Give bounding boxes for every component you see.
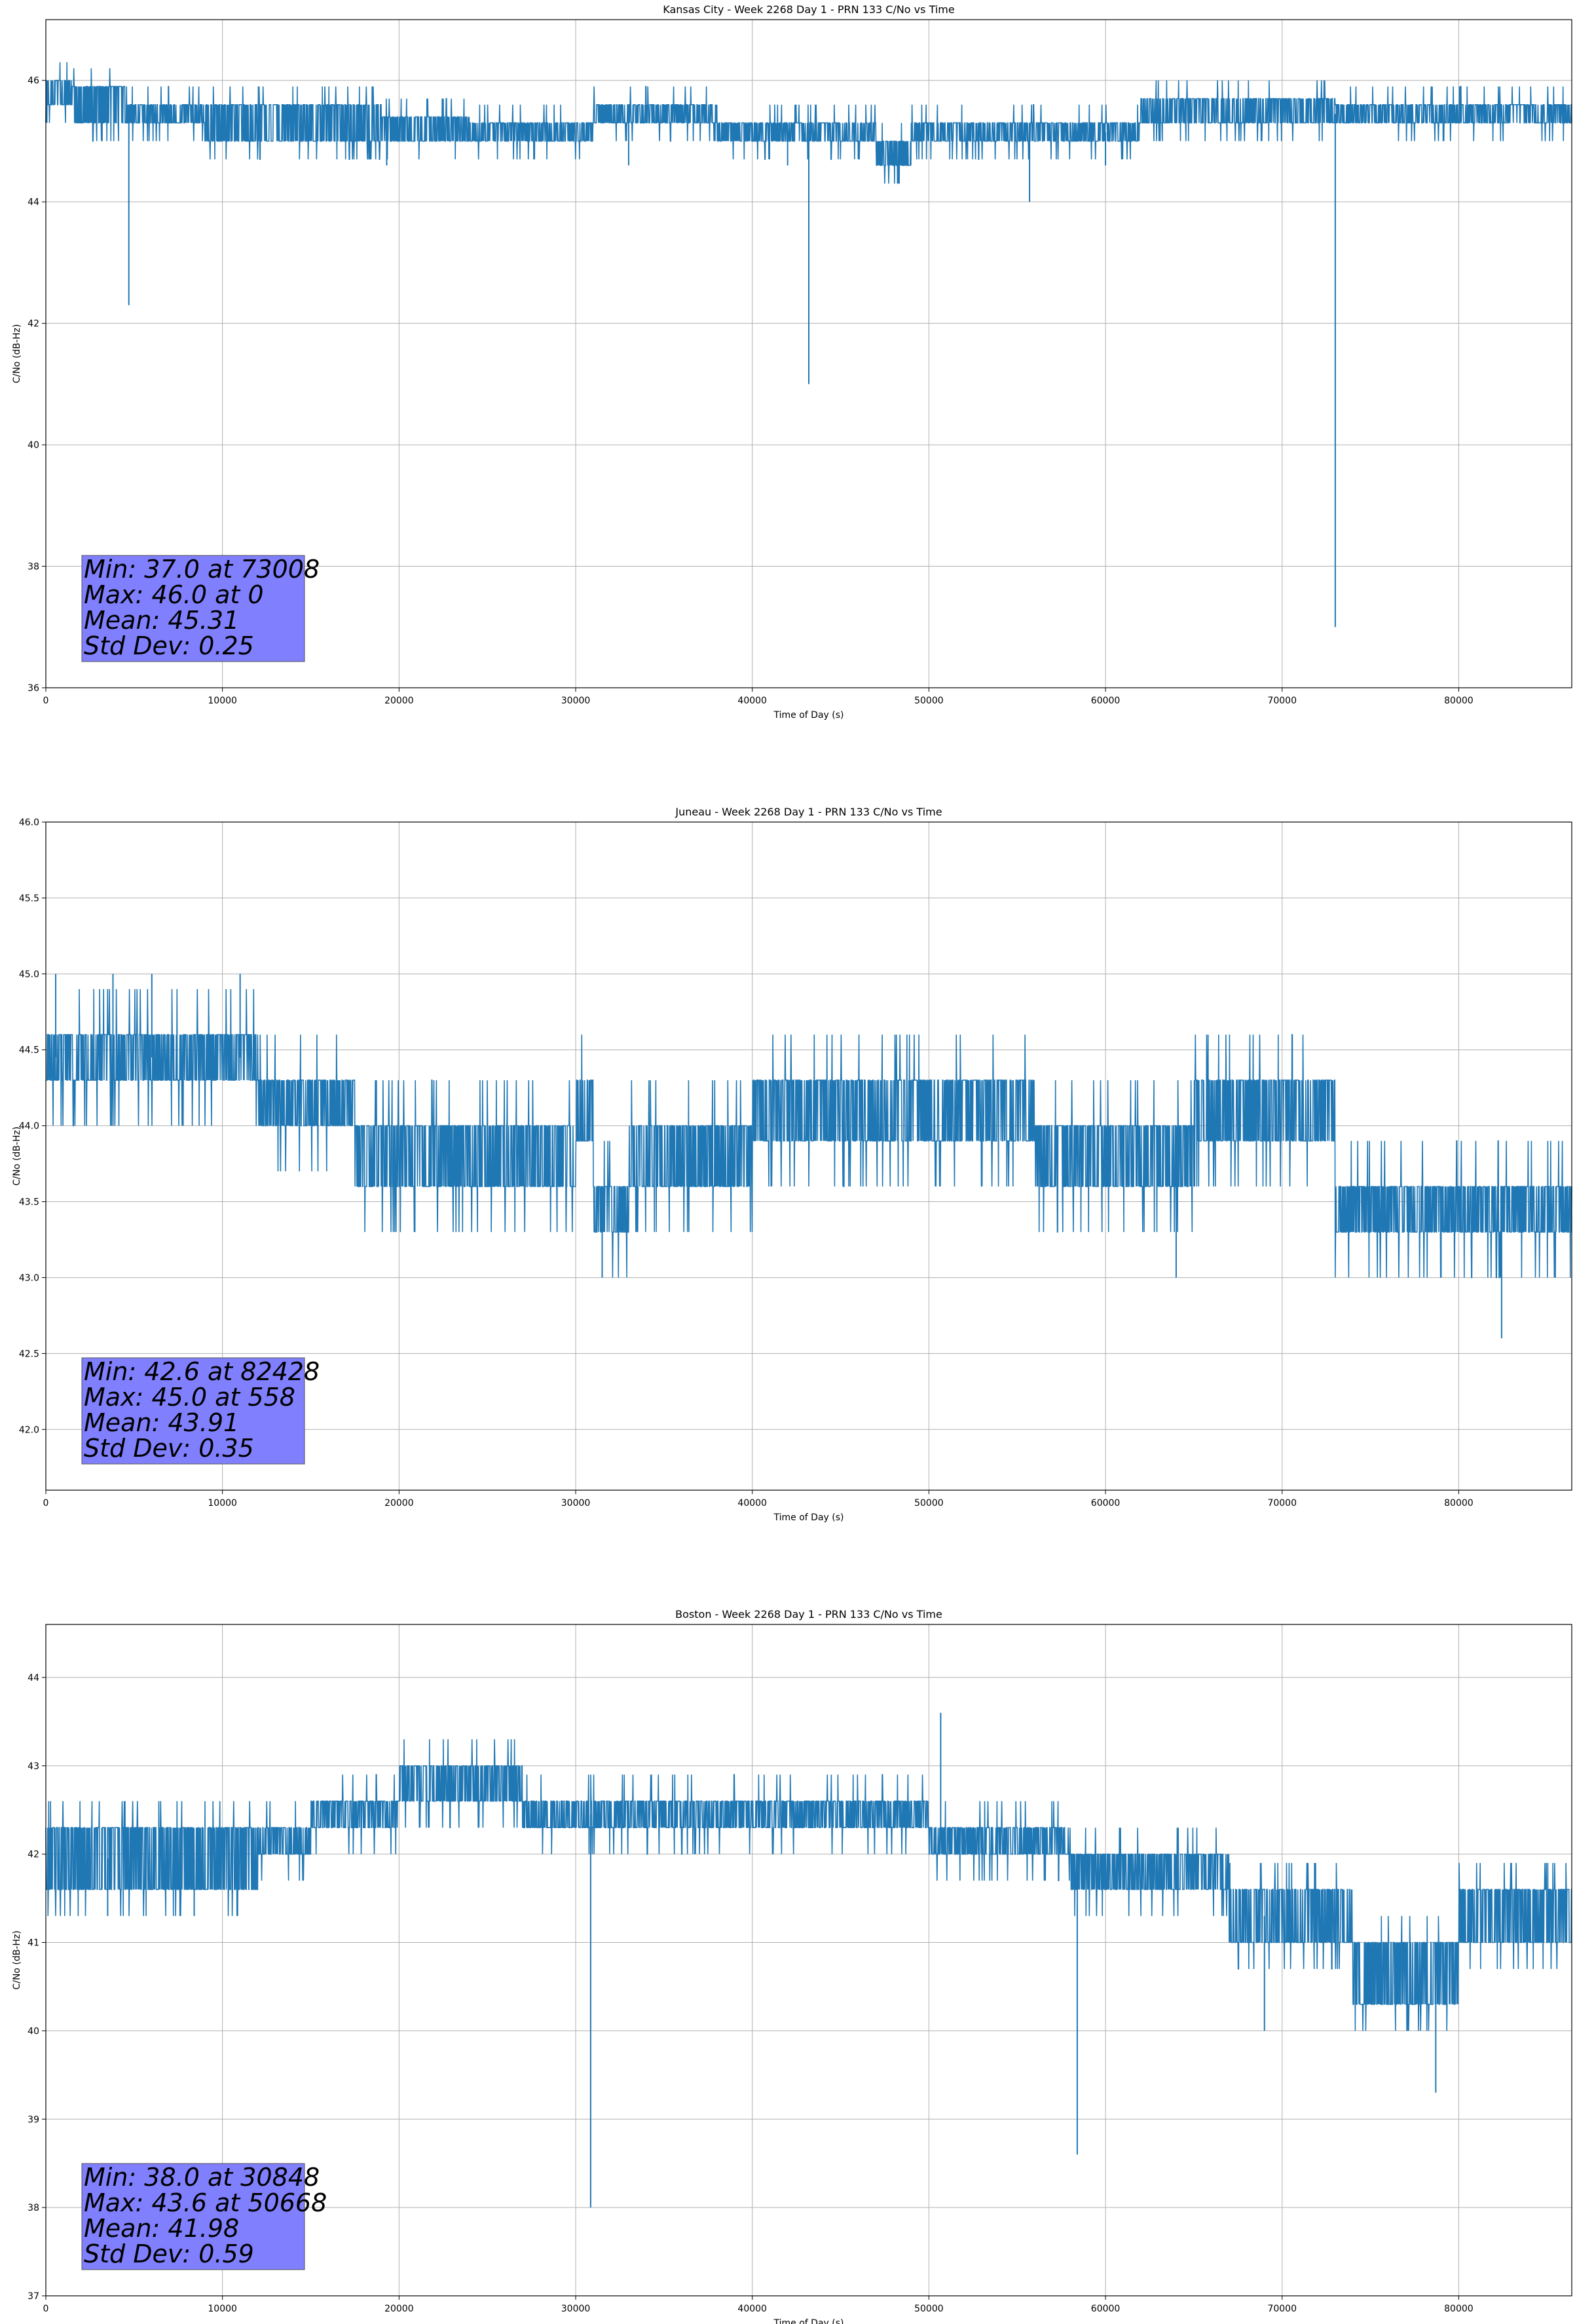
plot-frame <box>45 19 1572 688</box>
stats-std: Std Dev: 0.35 <box>84 1434 254 1463</box>
y-tick-label: 42.5 <box>19 1349 39 1359</box>
stats-min: Min: 42.6 at 82428 <box>84 1357 320 1386</box>
x-tick-label: 30000 <box>561 2304 591 2314</box>
x-tick-label: 0 <box>43 2304 49 2314</box>
x-axis-label: Time of Day (s) <box>773 2318 844 2324</box>
plot-frame <box>45 821 1572 1491</box>
x-tick-label: 70000 <box>1267 696 1297 706</box>
stats-max: Max: 43.6 at 50668 <box>84 2188 327 2217</box>
y-axis-label: C/No (dB-Hz) <box>12 1930 22 1989</box>
y-tick-label: 43.5 <box>19 1197 39 1208</box>
y-tick-label: 46.0 <box>19 817 39 828</box>
y-tick-label: 44.0 <box>19 1121 39 1132</box>
x-tick-label: 0 <box>43 1498 49 1509</box>
x-tick-label: 40000 <box>737 696 767 706</box>
x-tick-label: 50000 <box>914 1498 944 1509</box>
y-tick-label: 36 <box>28 683 39 694</box>
stats-box <box>81 555 305 662</box>
x-tick-label: 20000 <box>384 696 414 706</box>
stats-min: Min: 37.0 at 73008 <box>84 555 320 584</box>
stats-box <box>81 1357 305 1465</box>
stats-mean: Mean: 41.98 <box>84 2214 239 2243</box>
x-tick-label: 60000 <box>1091 2304 1121 2314</box>
x-tick-label: 60000 <box>1091 1498 1121 1509</box>
y-axis-label: C/No (dB-Hz) <box>12 324 22 383</box>
y-tick-label: 46 <box>28 76 39 86</box>
y-tick-label: 44.5 <box>19 1045 39 1056</box>
stats-std: Std Dev: 0.59 <box>84 2240 254 2268</box>
y-tick-label: 42 <box>28 319 39 329</box>
y-tick-label: 37 <box>28 2291 39 2302</box>
stats-std: Std Dev: 0.25 <box>84 631 254 660</box>
plot-frame <box>45 1624 1572 2296</box>
x-tick-label: 70000 <box>1267 1498 1297 1509</box>
y-tick-label: 43 <box>28 1761 39 1772</box>
y-tick-label: 43.0 <box>19 1273 39 1283</box>
x-tick-label: 30000 <box>561 696 591 706</box>
x-tick-label: 80000 <box>1444 2304 1474 2314</box>
x-tick-label: 50000 <box>914 696 944 706</box>
x-tick-label: 10000 <box>208 2304 237 2314</box>
y-tick-label: 42 <box>28 1850 39 1860</box>
chart-title: Kansas City - Week 2268 Day 1 - PRN 133 … <box>663 3 954 16</box>
x-tick-label: 40000 <box>737 2304 767 2314</box>
x-tick-label: 10000 <box>208 696 237 706</box>
x-tick-label: 70000 <box>1267 2304 1297 2314</box>
x-tick-label: 0 <box>43 696 49 706</box>
x-tick-label: 20000 <box>384 1498 414 1509</box>
y-tick-label: 42.0 <box>19 1425 39 1435</box>
stats-max: Max: 45.0 at 558 <box>84 1383 295 1412</box>
stats-box <box>81 2163 305 2270</box>
series-line <box>46 988 1572 1279</box>
x-axis-label: Time of Day (s) <box>773 710 844 721</box>
series-line <box>45 1739 1572 2031</box>
x-tick-label: 80000 <box>1444 696 1474 706</box>
y-tick-label: 45.5 <box>19 893 39 904</box>
y-tick-label: 41 <box>28 1938 39 1949</box>
chart-title: Boston - Week 2268 Day 1 - PRN 133 C/No … <box>675 1608 942 1621</box>
x-axis-label: Time of Day (s) <box>773 1512 844 1523</box>
y-tick-label: 38 <box>28 562 39 572</box>
y-tick-label: 44 <box>28 197 39 208</box>
x-tick-label: 50000 <box>914 2304 944 2314</box>
stats-mean: Mean: 45.31 <box>84 606 239 635</box>
x-tick-label: 80000 <box>1444 1498 1474 1509</box>
y-axis-label: C/No (dB-Hz) <box>12 1127 22 1186</box>
chart-panel-2: Juneau - Week 2268 Day 1 - PRN 133 C/No … <box>12 806 1572 1523</box>
chart-title: Juneau - Week 2268 Day 1 - PRN 133 C/No … <box>675 806 942 818</box>
stats-min: Min: 38.0 at 30848 <box>84 2163 320 2192</box>
y-tick-label: 40 <box>28 2026 39 2036</box>
x-tick-label: 20000 <box>384 2304 414 2314</box>
stats-max: Max: 46.0 at 0 <box>84 580 264 609</box>
chart-panel-3: Boston - Week 2268 Day 1 - PRN 133 C/No … <box>12 1608 1572 2324</box>
x-tick-label: 10000 <box>208 1498 237 1509</box>
x-tick-label: 60000 <box>1091 696 1121 706</box>
stats-mean: Mean: 43.91 <box>84 1408 239 1437</box>
chart-panel-1: Kansas City - Week 2268 Day 1 - PRN 133 … <box>12 3 1572 721</box>
x-tick-label: 40000 <box>737 1498 767 1509</box>
x-tick-label: 30000 <box>561 1498 591 1509</box>
y-tick-label: 45.0 <box>19 969 39 980</box>
y-tick-label: 44 <box>28 1673 39 1683</box>
y-tick-label: 39 <box>28 2114 39 2125</box>
y-tick-label: 40 <box>28 440 39 451</box>
y-tick-label: 38 <box>28 2203 39 2213</box>
